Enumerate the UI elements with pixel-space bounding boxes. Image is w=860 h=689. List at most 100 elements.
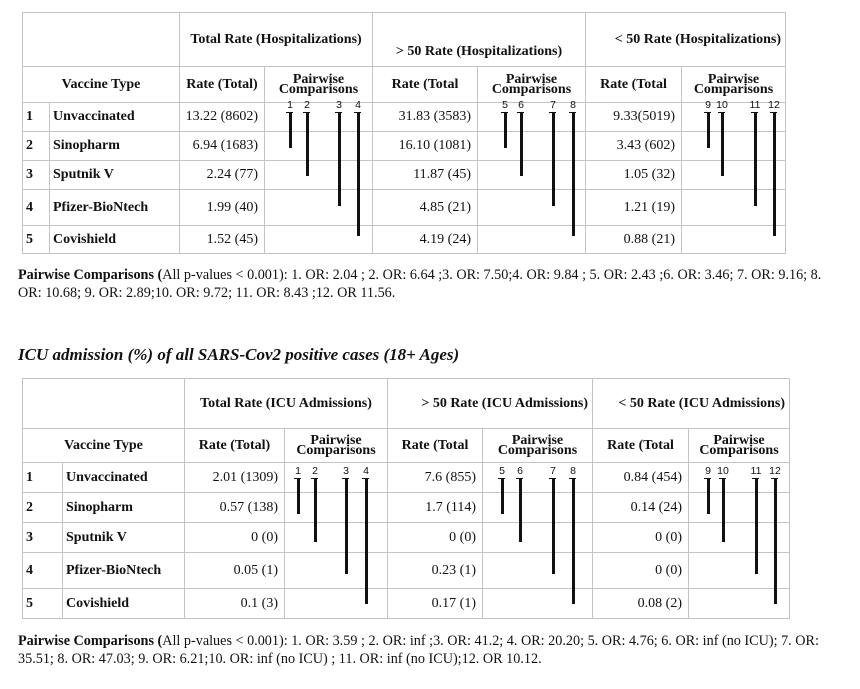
rate-under50: 1.05 (32) [585, 160, 682, 190]
rate-under50: 0.08 (2) [592, 588, 689, 619]
comparison-label: 4 [363, 465, 369, 477]
vaccine-name: Sputnik V [49, 160, 180, 190]
group-header-total: Total Rate (ICU Admissions) [184, 378, 388, 429]
rate-total: 2.24 (77) [179, 160, 265, 190]
row-number: 3 [22, 160, 50, 190]
vaccine-name: Sputnik V [62, 522, 185, 553]
pairwise-cell [482, 588, 593, 619]
pairwise-cell [681, 225, 786, 254]
comparison-bar [520, 112, 523, 176]
comparison-bar [774, 478, 777, 604]
rate-over50: 0.17 (1) [387, 588, 483, 619]
pairwise-cell [264, 189, 373, 226]
comparison-label: 7 [550, 99, 556, 111]
comparison-bar [755, 478, 758, 574]
row-number: 1 [22, 102, 50, 132]
icu-section-title: ICU admission (%) of all SARS-Cov2 posit… [18, 345, 460, 364]
comparison-bar [501, 478, 504, 514]
col-vaccine-type: Vaccine Type [22, 66, 180, 103]
comparison-label: 6 [517, 465, 523, 477]
rate-total: 0.05 (1) [184, 552, 285, 589]
hospitalization-table: Total Rate (Hospitalizations) > 50 Rate … [22, 12, 786, 254]
pairwise-cell [688, 492, 790, 523]
rate-over50: 31.83 (3583) [372, 102, 478, 132]
col-rate-under50: Rate (Total [592, 428, 689, 463]
vaccine-name: Unvaccinated [62, 462, 185, 493]
table-row: 5 Covishield 0.1 (3) 0.17 (1) 0.08 (2) [22, 588, 790, 619]
comparison-bar [552, 478, 555, 574]
rate-under50: 0.14 (24) [592, 492, 689, 523]
header-blank [22, 378, 185, 429]
icu-table: Total Rate (ICU Admissions) > 50 Rate (I… [22, 378, 790, 619]
comparison-label: 9 [705, 99, 711, 111]
col-pairwise: Pairwise Comparisons [284, 428, 388, 463]
rate-total: 13.22 (8602) [179, 102, 265, 132]
col-vaccine-type: Vaccine Type [22, 428, 185, 463]
rate-under50: 0 (0) [592, 552, 689, 589]
comparison-bar [365, 478, 368, 604]
vaccine-name: Covishield [62, 588, 185, 619]
col-pairwise: Pairwise Comparisons [264, 66, 373, 103]
pairwise-cell [477, 160, 586, 190]
pairwise-cell [688, 552, 790, 589]
row-number: 2 [22, 131, 50, 161]
comparison-label: 10 [716, 99, 728, 111]
rate-under50: 0.84 (454) [592, 462, 689, 493]
rate-total: 0.1 (3) [184, 588, 285, 619]
comparison-label: 12 [768, 99, 780, 111]
comparison-label: 8 [570, 465, 576, 477]
group-header-under50: < 50 Rate (Hospitalizations) [585, 12, 786, 67]
comparison-label: 11 [750, 465, 762, 477]
rate-over50: 4.19 (24) [372, 225, 478, 254]
comparison-bar [572, 112, 575, 236]
group-header-over50: > 50 Rate (ICU Admissions) [387, 378, 593, 429]
comparison-label: 8 [570, 99, 576, 111]
row-number: 1 [22, 462, 63, 493]
comparison-label: 12 [769, 465, 781, 477]
col-rate-total: Rate (Total) [179, 66, 265, 103]
table-row: 1 Unvaccinated 2.01 (1309) 7.6 (855) 0.8… [22, 462, 790, 493]
vaccine-name: Pfizer-BioNtech [49, 189, 180, 226]
comparison-bar [314, 478, 317, 542]
row-number: 4 [22, 552, 63, 589]
rate-under50: 3.43 (602) [585, 131, 682, 161]
comparison-bar [338, 112, 341, 206]
rate-over50: 11.87 (45) [372, 160, 478, 190]
comparison-label: 5 [502, 99, 508, 111]
rate-under50: 1.21 (19) [585, 189, 682, 226]
comparison-label: 9 [705, 465, 711, 477]
pairwise-cell [688, 522, 790, 553]
rate-over50: 0.23 (1) [387, 552, 483, 589]
pairwise-cell [482, 552, 593, 589]
col-pairwise: Pairwise Comparisons [688, 428, 790, 463]
table-row: 1 Unvaccinated 13.22 (8602) 31.83 (3583)… [22, 102, 786, 132]
comparison-bar [552, 112, 555, 206]
pairwise-cell [681, 131, 786, 161]
pairwise-cell [482, 522, 593, 553]
vaccine-name: Sinopharm [62, 492, 185, 523]
rate-total: 6.94 (1683) [179, 131, 265, 161]
rate-over50: 0 (0) [387, 522, 483, 553]
pairwise-cell [681, 102, 786, 132]
col-pairwise: Pairwise Comparisons [482, 428, 593, 463]
comparison-bar [707, 478, 710, 514]
pairwise-cell [284, 588, 388, 619]
pairwise-cell [284, 492, 388, 523]
comparison-label: 1 [287, 99, 293, 111]
row-number: 5 [22, 225, 50, 254]
comparison-bar [357, 112, 360, 236]
pairwise-cell [477, 131, 586, 161]
vaccine-name: Pfizer-BioNtech [62, 552, 185, 589]
comparison-bar [721, 112, 724, 176]
col-pairwise: Pairwise Comparisons [477, 66, 586, 103]
comparison-label: 3 [336, 99, 342, 111]
comparison-bar [519, 478, 522, 542]
comparison-label: 6 [518, 99, 524, 111]
comparison-label: 1 [295, 465, 301, 477]
comparison-bar [572, 478, 575, 604]
vaccine-name: Covishield [49, 225, 180, 254]
pairwise-cell [264, 225, 373, 254]
pairwise-cell [681, 160, 786, 190]
table-row: 3 Sputnik V 0 (0) 0 (0) 0 (0) [22, 522, 790, 553]
table-row: 2 Sinopharm 0.57 (138) 1.7 (114) 0.14 (2… [22, 492, 790, 523]
